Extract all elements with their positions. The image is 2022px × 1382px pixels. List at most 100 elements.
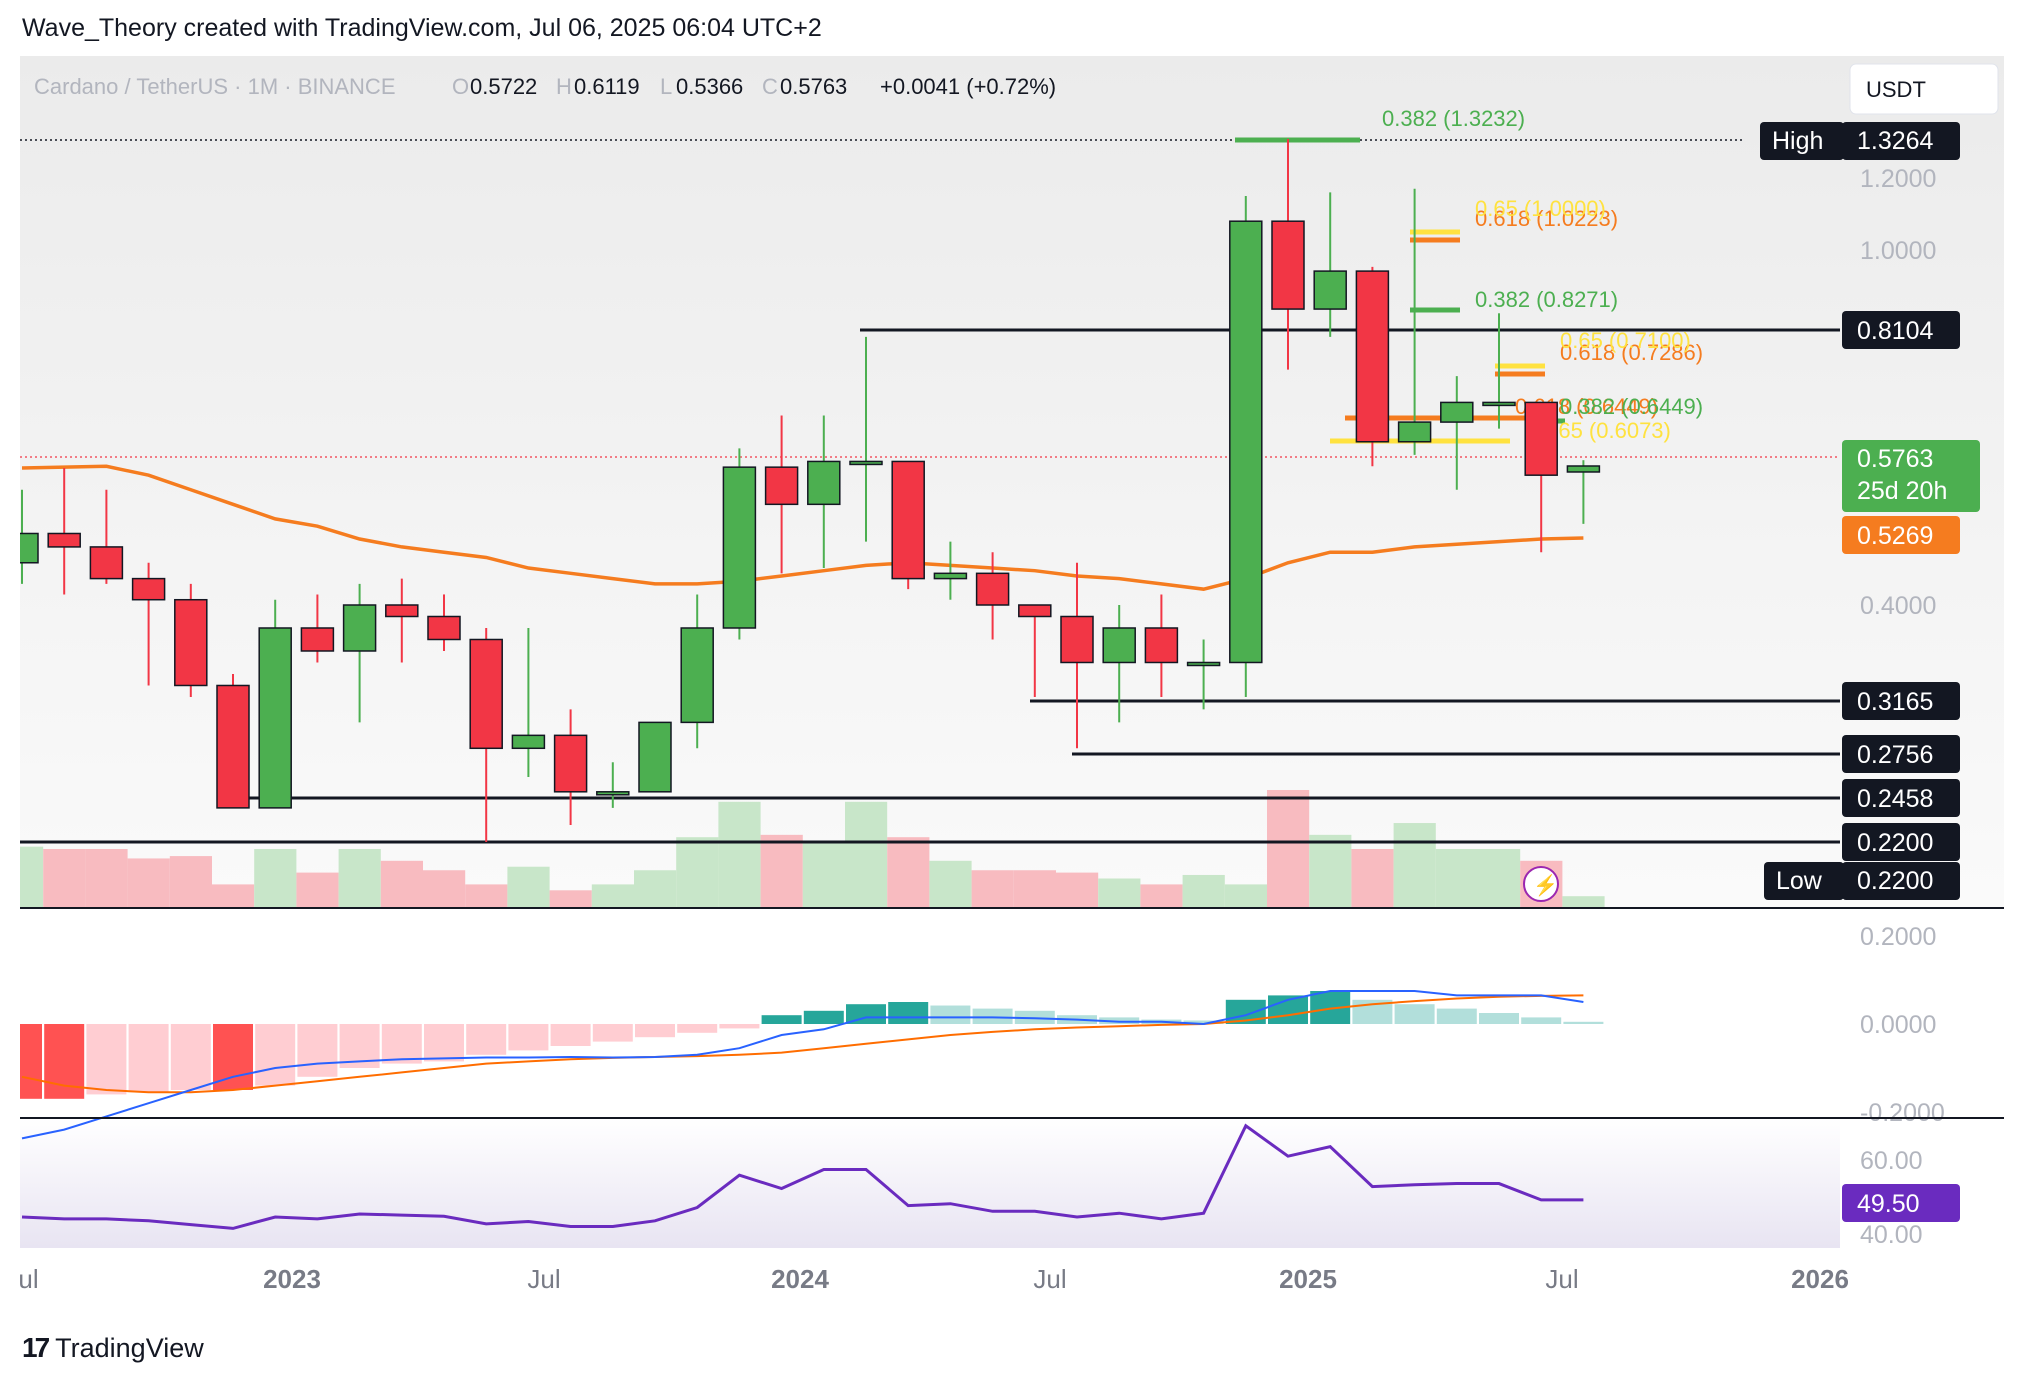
low-value-tag xyxy=(1842,862,1960,900)
macd-histogram-bar xyxy=(761,1015,802,1024)
macd-histogram-bar xyxy=(635,1024,675,1038)
volume-bar xyxy=(676,837,719,908)
volume-bar xyxy=(1351,849,1394,908)
close-key: C xyxy=(762,74,778,99)
candle-body xyxy=(680,627,714,724)
volume-bar xyxy=(971,870,1014,908)
flash-icon[interactable] xyxy=(1523,866,1559,902)
fib-level-label: 0.382 (1.3232) xyxy=(1382,106,1525,131)
candle-body xyxy=(975,572,1010,606)
currency-label: USDT xyxy=(1866,77,1926,102)
volume-bar xyxy=(845,801,888,908)
time-axis-label: 2025 xyxy=(1279,1264,1337,1294)
price-tick-label: 1.0000 xyxy=(1860,237,1936,265)
level-price-tag xyxy=(1842,735,1960,773)
low-value: 0.5366 xyxy=(676,74,743,99)
high-tag xyxy=(1760,122,1844,160)
tradingview-logo[interactable]: 17 TradingView xyxy=(22,1332,204,1364)
change-value: +0.0041 (+0.72%) xyxy=(880,74,1056,99)
fib-level-label: 0.618 (1.0223) xyxy=(1475,206,1618,231)
candle-body xyxy=(89,546,124,580)
high-value-tag xyxy=(1842,122,1960,160)
macd-histogram-bar xyxy=(170,1024,211,1090)
macd-histogram-bar xyxy=(255,1024,296,1086)
candle-body xyxy=(1060,615,1094,664)
volume-bar xyxy=(929,860,972,908)
level-price-tag xyxy=(1842,682,1960,720)
candle-body xyxy=(1313,270,1347,310)
macd-histogram-bar xyxy=(213,1024,253,1090)
open-key: O xyxy=(452,74,469,99)
macd-histogram-bar xyxy=(1394,1004,1435,1024)
volume-bar xyxy=(1478,849,1521,908)
macd-histogram-bar xyxy=(424,1024,464,1062)
candle-body xyxy=(764,466,799,506)
macd-histogram-bar xyxy=(508,1024,549,1051)
time-axis-label: Jul xyxy=(20,1264,39,1294)
candle-body xyxy=(1271,220,1305,310)
level-price-label: 0.2200 xyxy=(1857,829,1933,857)
macd-histogram-bar xyxy=(1099,1017,1140,1024)
candle-body xyxy=(174,598,208,687)
macd-axis-label: 0.2000 xyxy=(1860,923,1936,951)
candle-body xyxy=(385,604,419,618)
macd-histogram-bar xyxy=(888,1002,929,1024)
price-tick-label: 1.2000 xyxy=(1860,165,1936,193)
macd-histogram-bar xyxy=(86,1024,127,1095)
macd-histogram-bar xyxy=(972,1008,1013,1024)
volume-bar xyxy=(718,801,761,908)
price-tick-label: 0.4000 xyxy=(1860,592,1936,620)
macd-histogram-bar xyxy=(128,1024,169,1093)
candle-body xyxy=(1102,627,1136,664)
macd-histogram-bar xyxy=(1521,1017,1562,1024)
macd-histogram-bar xyxy=(2,1024,42,1099)
fib-level-label: 0.65 (0.7100) xyxy=(1560,328,1691,353)
macd-histogram-bar xyxy=(466,1024,507,1055)
time-axis-label: Jul xyxy=(527,1264,560,1294)
candle-body xyxy=(1566,465,1601,473)
macd-signal-line xyxy=(21,994,1584,1094)
candle-body xyxy=(342,604,377,652)
candle-body xyxy=(469,638,503,750)
volume-bar xyxy=(465,884,508,908)
candle-body xyxy=(5,532,39,564)
macd-histogram-bar xyxy=(719,1024,760,1029)
level-price-label: 0.8104 xyxy=(1857,317,1934,345)
volume-bar xyxy=(380,860,423,908)
level-price-label: 0.2756 xyxy=(1857,741,1933,769)
volume-bar xyxy=(254,849,297,908)
volume-bar xyxy=(887,837,930,908)
candle-body xyxy=(1482,401,1516,407)
fib-level-label: 0.382 (0.6449) xyxy=(1560,394,1703,419)
volume-bar xyxy=(338,849,381,908)
candle-body xyxy=(807,460,841,506)
candle-body xyxy=(849,460,883,466)
candle-body xyxy=(1018,604,1052,618)
volume-bar xyxy=(507,866,550,908)
volume-bar xyxy=(1098,878,1141,908)
macd-histogram-bar xyxy=(297,1024,338,1077)
time-axis-label: Jul xyxy=(1033,1264,1066,1294)
volume-bar xyxy=(127,858,170,908)
low-value: 0.2200 xyxy=(1857,867,1933,895)
volume-bar xyxy=(169,856,212,908)
brand-label: TradingView xyxy=(55,1332,204,1363)
price-chart[interactable]: 0.8104 0.3165 0.2756 0.2458 0.2200 0.382 (1.… xyxy=(1,56,2004,1318)
volume-bar xyxy=(1056,872,1099,908)
candle-body xyxy=(1229,220,1263,664)
candle-body xyxy=(511,734,546,750)
volume-bar xyxy=(1562,896,1605,908)
volume-bar xyxy=(1140,884,1183,908)
fib-level-label: 0.65 (1.0000) xyxy=(1475,196,1606,221)
macd-axis-label: 0.0000 xyxy=(1860,1011,1936,1039)
currency-button[interactable] xyxy=(1849,63,1999,115)
current-price-label: 0.5763 xyxy=(1857,445,1933,473)
fib-level-label: 0.382 (0.8271) xyxy=(1475,287,1618,312)
fib-level-label: 0.618 (0.7286) xyxy=(1560,340,1703,365)
time-axis-label: 2026 xyxy=(1791,1264,1849,1294)
level-price-tag xyxy=(1842,779,1960,817)
macd-axis-label: -0.2000 xyxy=(1860,1099,1945,1127)
candle-body xyxy=(1144,627,1179,664)
main-pane-bg xyxy=(20,56,2004,908)
chart-area[interactable]: 0.8104 0.3165 0.2756 0.2458 0.2200 0.382 (1.… xyxy=(1,56,2004,1318)
